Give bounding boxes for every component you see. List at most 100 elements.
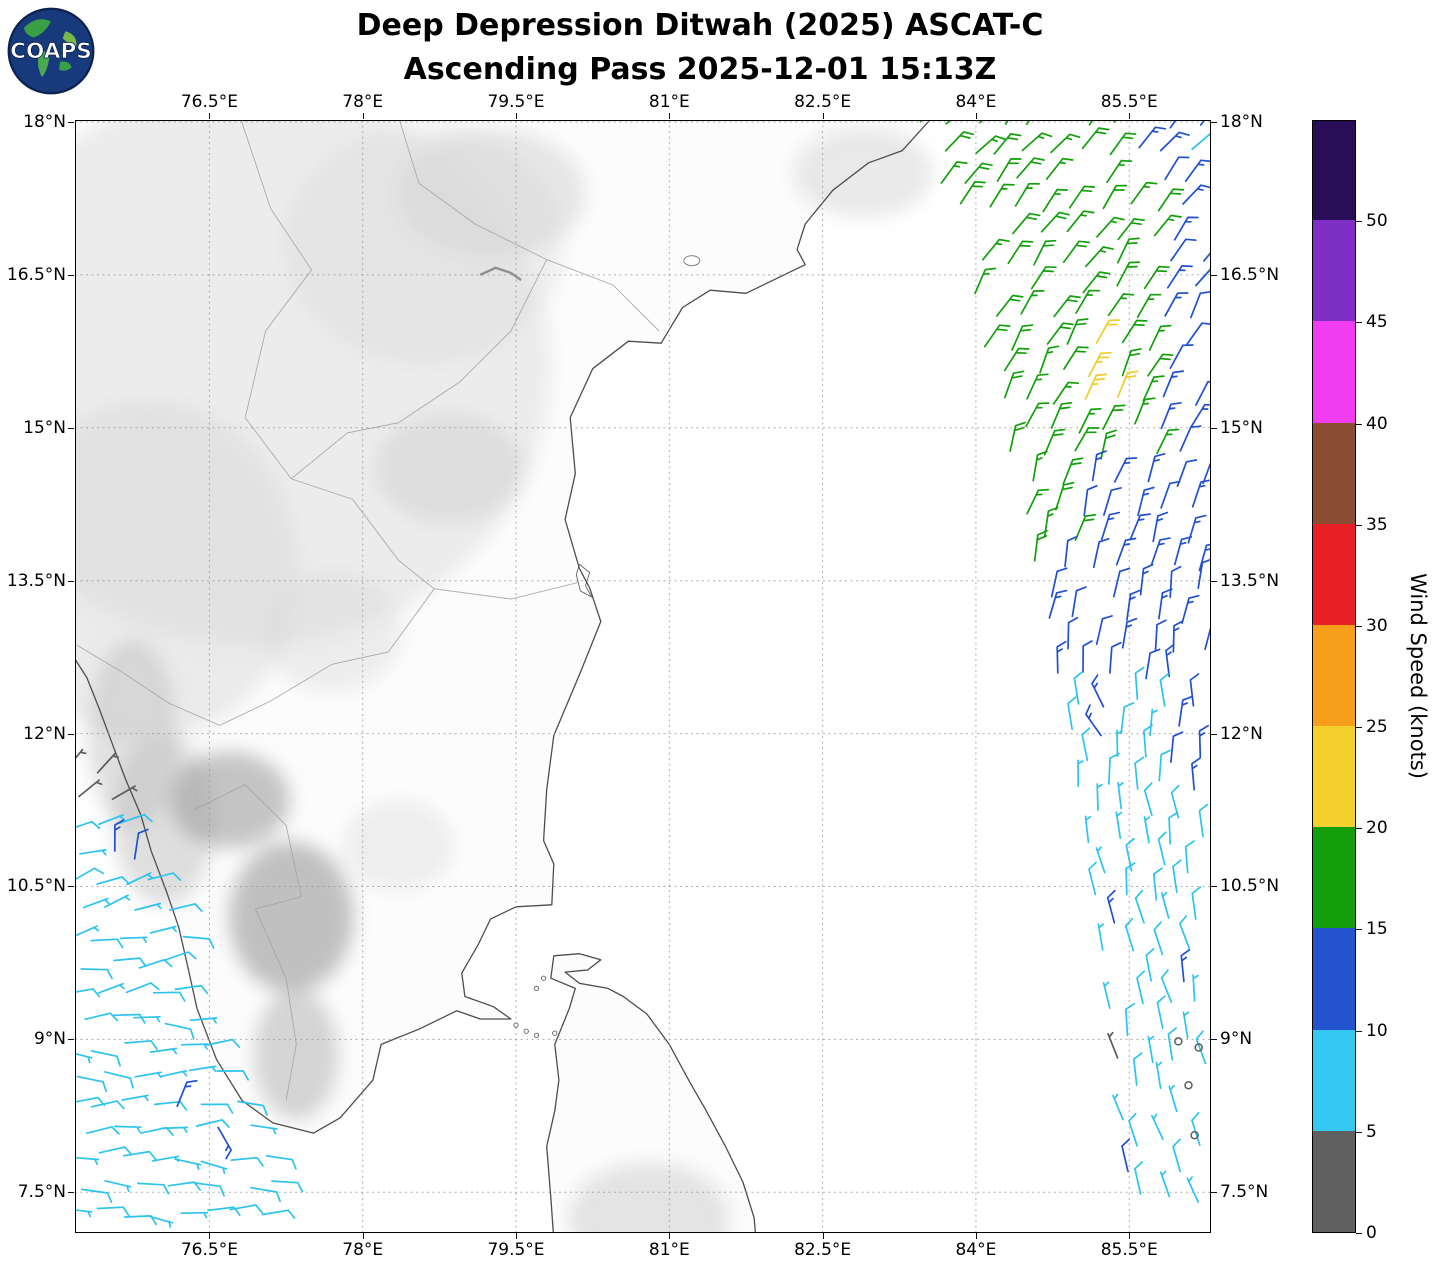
- wind-barb: [160, 1126, 189, 1134]
- wind-barb: [1170, 731, 1184, 763]
- wind-barb: [146, 1214, 174, 1228]
- wind-barb: [1181, 594, 1200, 625]
- wind-barb: [1050, 401, 1073, 429]
- lat-tick-mark: [68, 427, 74, 429]
- wind-barb: [1117, 370, 1139, 398]
- wind-barb: [1136, 293, 1162, 319]
- lat-tick-label-right: 7.5°N: [1220, 1182, 1269, 1203]
- wind-barb: [1191, 757, 1201, 791]
- wind-barb: [1190, 403, 1211, 428]
- wind-barb: [75, 748, 87, 760]
- wind-barb: [180, 1043, 209, 1050]
- wind-barb: [75, 820, 101, 830]
- lon-tick-label-top: 78°E: [342, 92, 384, 112]
- wind-barb: [200, 1103, 234, 1114]
- wind-barb: [1134, 1161, 1144, 1195]
- wind-barb: [1033, 530, 1048, 562]
- wind-barb: [96, 752, 120, 774]
- wind-barb: [1074, 513, 1097, 541]
- wind-barb: [112, 1013, 146, 1024]
- wind-barb: [1014, 182, 1040, 207]
- wind-barb: [1198, 543, 1211, 572]
- wind-barb: [1134, 397, 1156, 425]
- colorbar-tick-mark: [1356, 1233, 1362, 1234]
- lon-tick-mark: [516, 113, 517, 119]
- wind-barb: [1179, 425, 1202, 452]
- lon-tick-mark: [362, 113, 364, 119]
- wind-barb: [1176, 459, 1198, 488]
- colorbar-tick-mark: [1356, 423, 1362, 425]
- wind-barb: [162, 951, 197, 962]
- wind-barb: [1045, 157, 1074, 180]
- wind-barb: [79, 849, 107, 856]
- wind-barb: [1160, 401, 1182, 430]
- wind-barb: [138, 958, 173, 969]
- coaps-logo: COAPS: [6, 6, 96, 96]
- wind-barb: [1095, 319, 1121, 344]
- lon-tick-label-bottom: 78°E: [342, 1240, 384, 1260]
- wind-barb: [1088, 120, 1094, 126]
- wind-barb: [1134, 666, 1145, 700]
- wind-barb: [1159, 131, 1190, 152]
- wind-barb: [1198, 803, 1209, 838]
- wind-barb: [1116, 729, 1123, 758]
- calm-wind-circle: [1194, 1043, 1203, 1052]
- wind-barb: [230, 1156, 264, 1167]
- wind-barb: [121, 1094, 149, 1102]
- wind-barb: [1165, 643, 1175, 678]
- lon-tick-mark: [209, 1233, 211, 1239]
- wind-barb: [1077, 759, 1084, 788]
- wind-barb: [1115, 811, 1123, 840]
- colorbar-tick-mark: [1356, 625, 1362, 627]
- wind-barb: [1195, 267, 1211, 287]
- wind-barb: [1162, 370, 1185, 398]
- wind-barb: [84, 1012, 119, 1022]
- colorbar-tick-mark: [1356, 727, 1362, 729]
- wind-barb: [1081, 127, 1110, 150]
- wind-barb: [1074, 427, 1100, 452]
- wind-barb: [97, 814, 125, 826]
- wind-barb: [1066, 318, 1089, 345]
- wind-barb: [149, 925, 178, 934]
- wind-barb: [1169, 120, 1177, 129]
- wind-barb: [137, 1182, 170, 1195]
- wind-barb: [1084, 815, 1092, 844]
- wind-barb: [1062, 240, 1090, 264]
- lat-tick-label-left: 15°N: [23, 417, 66, 438]
- wind-barb: [944, 131, 975, 152]
- coastline-layer: [75, 120, 931, 1233]
- wind-barb: [118, 813, 153, 824]
- colorbar-segment: [1313, 522, 1355, 625]
- wind-barb: [76, 1075, 108, 1093]
- wind-barb: [80, 1188, 113, 1204]
- wind-barb: [1075, 289, 1101, 314]
- calm-wind-circle: [1174, 1037, 1183, 1046]
- wind-barb: [1137, 486, 1155, 517]
- wind-barb: [104, 1071, 134, 1089]
- lat-tick-label-right: 9°N: [1220, 1029, 1253, 1050]
- colorbar-segment: [1313, 219, 1355, 322]
- wind-barb: [1192, 974, 1199, 1002]
- wind-barb: [1155, 1061, 1163, 1090]
- wind-barb: [1121, 319, 1148, 344]
- wind-barb: [265, 1154, 297, 1170]
- wind-barb: [975, 135, 1006, 155]
- wind-barb: [1184, 840, 1195, 874]
- wind-barb: [974, 267, 997, 295]
- wind-barb: [119, 936, 148, 943]
- wind-barb: [1191, 1112, 1201, 1146]
- wind-barb: [82, 897, 110, 909]
- lon-tick-mark: [1129, 113, 1131, 119]
- wind-barb: [1091, 674, 1105, 708]
- wind-barb: [97, 982, 125, 994]
- wind-barb: [1186, 322, 1211, 346]
- wind-barb: [1157, 831, 1167, 866]
- wind-barb: [1100, 511, 1121, 541]
- wind-barb: [1191, 886, 1202, 920]
- coaps-logo-text: COAPS: [10, 39, 92, 64]
- lon-tick-mark: [975, 113, 977, 119]
- wind-barb: [1168, 811, 1179, 845]
- wind-barb: [1003, 347, 1030, 372]
- lat-tick-mark: [1211, 580, 1217, 582]
- wind-barb: [1159, 673, 1170, 707]
